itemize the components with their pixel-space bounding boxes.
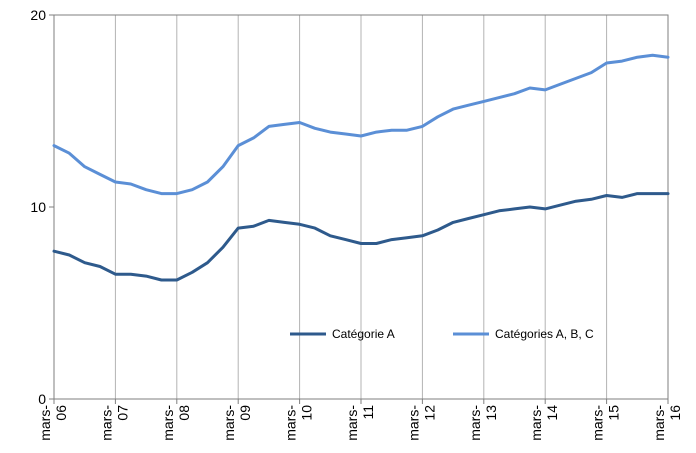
x-tick-label: mars- 14: [528, 405, 560, 441]
x-tick-label: mars- 09: [221, 405, 253, 441]
y-tick-label: 0: [38, 391, 46, 407]
legend: Catégorie A Catégories A, B, C: [290, 327, 594, 341]
series-layer: [52, 53, 670, 282]
x-tick-label-month: mars-: [283, 405, 299, 441]
x-tick-label-month: mars-: [98, 405, 114, 441]
y-tick-label: 10: [30, 199, 46, 215]
x-tick-label-year: 10: [299, 405, 315, 421]
x-tick-label-year: 07: [114, 405, 130, 421]
x-tick-label-month: mars-: [221, 405, 237, 441]
x-tick-label-year: 06: [53, 405, 69, 421]
x-tick-label-year: 16: [667, 405, 683, 421]
x-tick-label-year: 11: [360, 405, 376, 420]
x-tick-label: mars- 07: [98, 405, 130, 441]
x-tick-label: mars- 15: [590, 405, 622, 441]
x-tick-label: mars- 08: [160, 405, 192, 441]
x-tick-label-month: mars-: [590, 405, 606, 441]
series-line-categories-abc: [52, 53, 670, 196]
y-tick-label: 20: [30, 7, 46, 23]
x-tick-label-month: mars-: [528, 405, 544, 441]
x-tick-label: mars- 06: [37, 405, 69, 441]
x-tick-label: mars- 13: [467, 405, 499, 441]
x-tick-label-month: mars-: [37, 405, 53, 441]
x-tick-label-month: mars-: [344, 405, 360, 441]
x-tick-label: mars- 16: [651, 405, 683, 441]
x-tick-label-month: mars-: [405, 405, 421, 441]
grid-layer: [114, 15, 669, 399]
x-tick-label-year: 09: [237, 405, 253, 421]
x-tick-label-year: 08: [176, 405, 192, 421]
x-tick-label-year: 12: [421, 405, 437, 421]
x-tick-label-year: 14: [544, 405, 560, 421]
legend-label: Catégories A, B, C: [495, 327, 594, 341]
x-tick-label: mars- 10: [283, 405, 315, 441]
series-line-categorie-a: [52, 192, 670, 282]
x-tick-label-month: mars-: [160, 405, 176, 441]
x-tick-label: mars- 12: [405, 405, 437, 441]
x-tick-label-month: mars-: [651, 405, 667, 441]
x-tick-label-month: mars-: [467, 405, 483, 441]
legend-label: Catégorie A: [332, 327, 395, 341]
x-tick-label-year: 15: [606, 405, 622, 421]
x-tick-label: mars- 11: [344, 405, 376, 441]
x-tick-label-year: 13: [483, 405, 499, 421]
